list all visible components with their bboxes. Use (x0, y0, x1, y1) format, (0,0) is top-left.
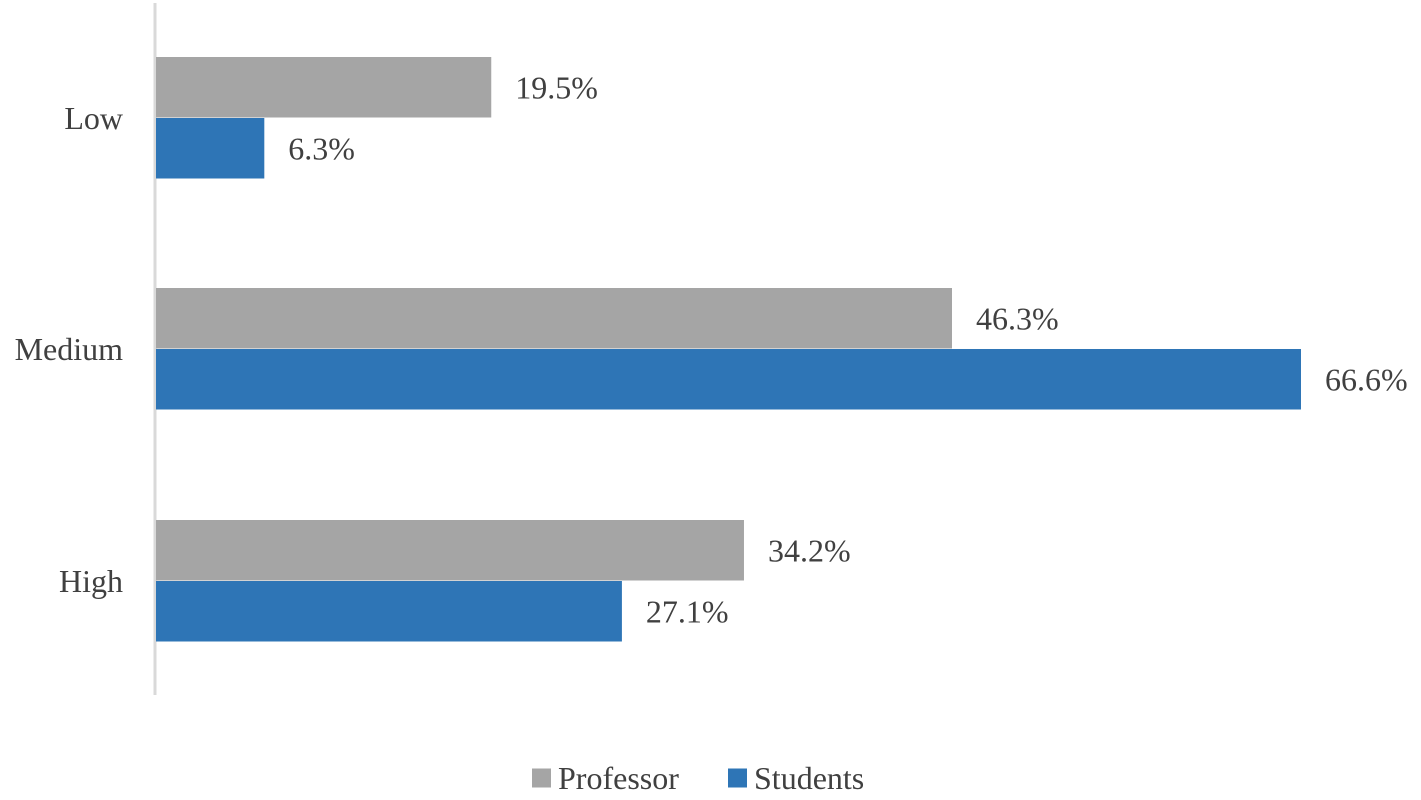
bar-students-medium (156, 349, 1301, 410)
bar-professor-medium (156, 288, 952, 349)
bars (156, 57, 1301, 642)
category-labels: Low Medium High (15, 100, 124, 599)
data-label-professor-high: 34.2% (768, 533, 851, 569)
bar-students-high (156, 581, 622, 642)
data-label-students-high: 27.1% (646, 594, 729, 630)
bar-professor-low (156, 57, 492, 118)
bar-professor-high (156, 520, 744, 581)
legend-swatch-professor (532, 768, 551, 788)
legend-label-students: Students (754, 760, 864, 796)
category-label-low: Low (64, 100, 123, 136)
legend-label-professor: Professor (558, 760, 679, 796)
data-label-professor-low: 19.5% (515, 70, 598, 106)
data-label-professor-medium: 46.3% (976, 301, 1059, 337)
data-label-students-medium: 66.6% (1325, 362, 1408, 398)
legend-swatch-students (728, 768, 747, 788)
category-label-medium: Medium (15, 331, 124, 367)
bar-students-low (156, 118, 265, 179)
data-label-students-low: 6.3% (288, 131, 355, 167)
category-label-high: High (59, 563, 123, 599)
legend: Professor Students (532, 760, 864, 796)
data-labels: 19.5% 6.3% 46.3% 66.6% 34.2% 27.1% (288, 70, 1407, 630)
